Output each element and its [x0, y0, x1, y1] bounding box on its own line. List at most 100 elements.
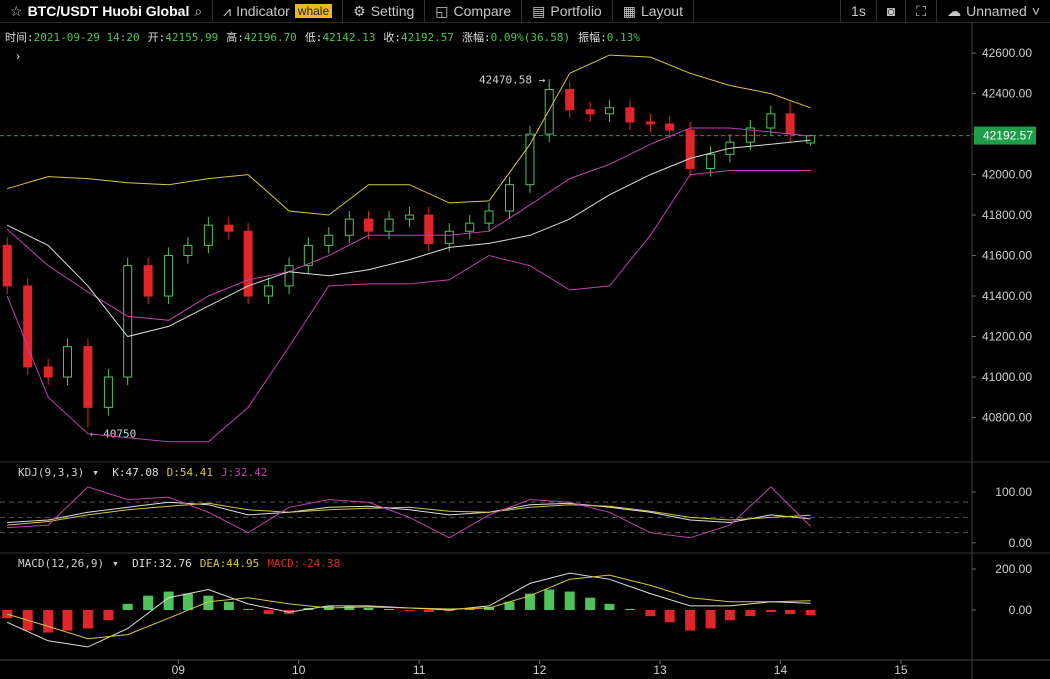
candle-body: [103, 376, 113, 408]
info-label: 收:: [383, 31, 402, 44]
setting-button[interactable]: ⚙ Setting: [343, 0, 426, 22]
x-tick-label: 09: [172, 663, 186, 677]
candle-body: [544, 89, 554, 135]
macd-bar: [143, 595, 154, 611]
candle: [424, 206, 434, 252]
candle-body: [164, 255, 174, 297]
y-tick-label: 41600.00: [982, 249, 1032, 263]
candle-body: [224, 224, 234, 232]
x-tick-label: 14: [774, 663, 788, 677]
candle-body: [504, 184, 514, 212]
candle-body: [484, 210, 494, 224]
symbol-button[interactable]: ☆ BTC/USDT Huobi Global ⌕: [0, 0, 214, 22]
y-tick-label: 0.00: [1009, 536, 1033, 550]
icon: ☁: [947, 2, 962, 19]
toolbar: ☆ BTC/USDT Huobi Global ⌕ ⩘ Indicator whale …: [0, 0, 1050, 23]
layout-name-button[interactable]: ☁ Unnamed ˅: [937, 0, 1050, 22]
label: Portfolio: [550, 3, 602, 19]
candle: [83, 338, 93, 428]
candle: [585, 101, 595, 122]
candle-body: [585, 109, 595, 115]
icon: ◙: [886, 3, 896, 19]
candle-body: [344, 218, 354, 236]
search-icon: ⌕: [194, 2, 203, 19]
candle: [484, 202, 494, 232]
snapshot-button[interactable]: ◙: [877, 0, 907, 22]
candle: [143, 257, 153, 305]
interval-button[interactable]: 1s: [840, 0, 877, 22]
candle-body: [2, 244, 12, 287]
candle-body: [645, 121, 655, 125]
candle: [405, 206, 415, 228]
macd-bar: [765, 610, 776, 613]
legend-label: K:47.08: [112, 466, 158, 479]
indicator-button[interactable]: ⩘ Indicator whale: [213, 0, 344, 22]
indicator-title: MACD(12,26,9): [18, 557, 104, 570]
indicator-menu: ▾: [92, 466, 99, 479]
candle: [384, 211, 394, 240]
candle: [303, 237, 313, 274]
y-tick-label: 41000.00: [982, 370, 1032, 384]
info-value: 0.13%: [606, 31, 640, 44]
candle: [766, 105, 776, 137]
macd-bar: [785, 610, 796, 615]
candle-body: [143, 265, 153, 297]
legend-label: MACD:-24.38: [267, 557, 340, 570]
badge: whale: [294, 4, 333, 18]
candle: [103, 368, 113, 416]
indicator-line: [7, 54, 811, 216]
macd-bar: [645, 610, 656, 617]
icon: ◱: [435, 2, 449, 19]
info-label: 高:: [226, 31, 244, 44]
y-tick-label: 41800.00: [982, 208, 1032, 222]
candle-body: [62, 346, 72, 378]
macd-bar: [62, 610, 73, 631]
x-tick-label: 10: [292, 663, 306, 677]
candle: [525, 125, 535, 193]
collapse-chevron[interactable]: ›: [16, 49, 20, 63]
icon: ▤: [532, 2, 546, 19]
y-tick-label: 100.00: [995, 485, 1032, 499]
macd-bar: [464, 608, 475, 611]
candle: [243, 223, 253, 305]
candle-body: [183, 244, 193, 257]
legend-label: D:54.41: [167, 466, 213, 479]
candle-body: [384, 218, 394, 232]
macd-bar: [223, 601, 234, 611]
macd-bar: [724, 610, 735, 621]
candle: [164, 247, 174, 305]
candle-body: [604, 107, 614, 115]
indicator-line: [7, 486, 811, 539]
candle: [43, 358, 53, 386]
indicator-line: [7, 502, 811, 526]
macd-bar: [544, 589, 555, 611]
last-price-box: [974, 126, 1036, 145]
compare-button[interactable]: ◱ Compare: [425, 0, 523, 22]
candle: [62, 338, 72, 386]
info-label: 低:: [304, 31, 323, 44]
candle: [706, 146, 716, 177]
macd-bar: [664, 610, 675, 623]
indicator-line: [6, 170, 811, 443]
candle-body: [23, 285, 33, 368]
macd-bar: [805, 610, 816, 616]
fullscreen-button[interactable]: ⛶: [906, 0, 938, 22]
macd-bar: [122, 603, 133, 611]
y-tick-label: 200.00: [995, 562, 1032, 576]
y-tick-label: 0.00: [1009, 603, 1033, 617]
layout-button[interactable]: ▦ Layout: [613, 0, 694, 22]
candle: [364, 211, 374, 240]
x-tick-label: 11: [413, 663, 426, 677]
y-tick-label: 42000.00: [982, 168, 1032, 182]
candle-body: [424, 214, 434, 244]
candle: [685, 121, 695, 177]
portfolio-button[interactable]: ▤ Portfolio: [522, 0, 613, 22]
macd-bar: [404, 610, 415, 612]
macd-bar: [444, 610, 455, 612]
candle-body: [465, 222, 475, 232]
info-value: 2021-09-29 14:20: [33, 31, 140, 44]
candle: [284, 257, 294, 294]
candle: [645, 113, 655, 133]
